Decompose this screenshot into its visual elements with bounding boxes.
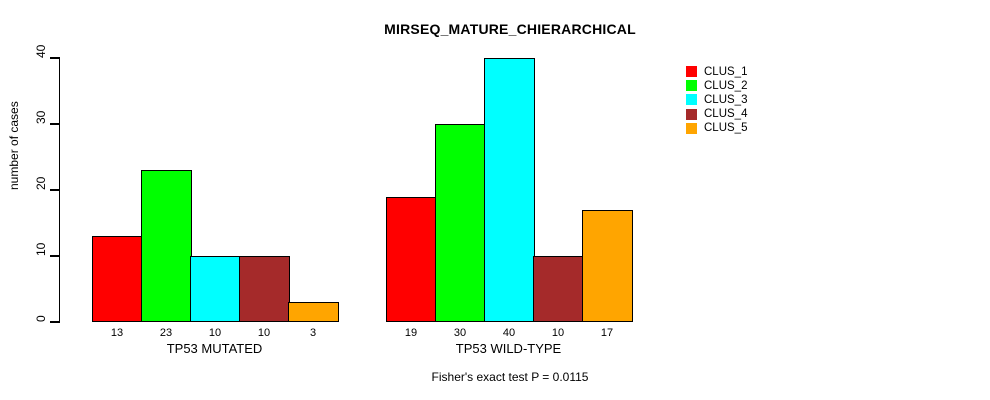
y-tick-mark [50,123,60,125]
legend-item: CLUS_4 [686,108,747,121]
legend-label: CLUS_2 [704,79,748,92]
bar-value-label: 19 [404,327,418,339]
legend-swatch [686,122,697,134]
bar-value-label: 17 [600,327,614,339]
legend-item: CLUS_2 [686,79,747,92]
bar-value-label: 10 [257,327,271,339]
bar-value-label: 23 [159,327,173,339]
legend-swatch [686,94,697,106]
bar-value-label: 10 [208,327,222,339]
legend-swatch [686,108,697,120]
bar-clus_3 [190,256,241,322]
bar-value-label: 40 [502,327,516,339]
bar-value-label: 3 [309,327,317,339]
y-tick-mark [50,255,60,257]
bar-value-label: 13 [110,327,124,339]
annotation-text: Fisher's exact test P = 0.0115 [431,370,589,384]
bar-clus_2 [141,170,192,322]
legend-label: CLUS_5 [704,122,748,135]
legend-swatch [686,80,697,92]
bar-clus_1 [386,196,437,322]
y-tick-mark [50,189,60,191]
legend-item: CLUS_3 [686,93,747,106]
legend-label: CLUS_1 [704,65,748,78]
bar-clus_4 [239,256,290,322]
y-tick-mark [50,57,60,59]
legend-item: CLUS_1 [686,65,747,78]
bar-clus_5 [582,209,633,322]
group-label: TP53 MUTATED [166,341,263,356]
bar-clus_4 [533,256,584,322]
bar-clus_1 [92,236,143,322]
y-tick-mark [50,321,60,323]
group-label: TP53 WILD-TYPE [455,341,562,356]
bar-value-label: 30 [453,327,467,339]
bar-clus_2 [435,124,486,322]
bar-value-label: 10 [551,327,565,339]
bar-clus_5 [288,302,339,322]
legend-item: CLUS_5 [686,122,747,135]
legend-label: CLUS_3 [704,93,748,106]
chart-title: MIRSEQ_MATURE_CHIERARCHICAL [384,21,636,37]
legend-label: CLUS_4 [704,108,748,121]
bar-clus_3 [484,58,535,322]
legend-swatch [686,66,697,77]
